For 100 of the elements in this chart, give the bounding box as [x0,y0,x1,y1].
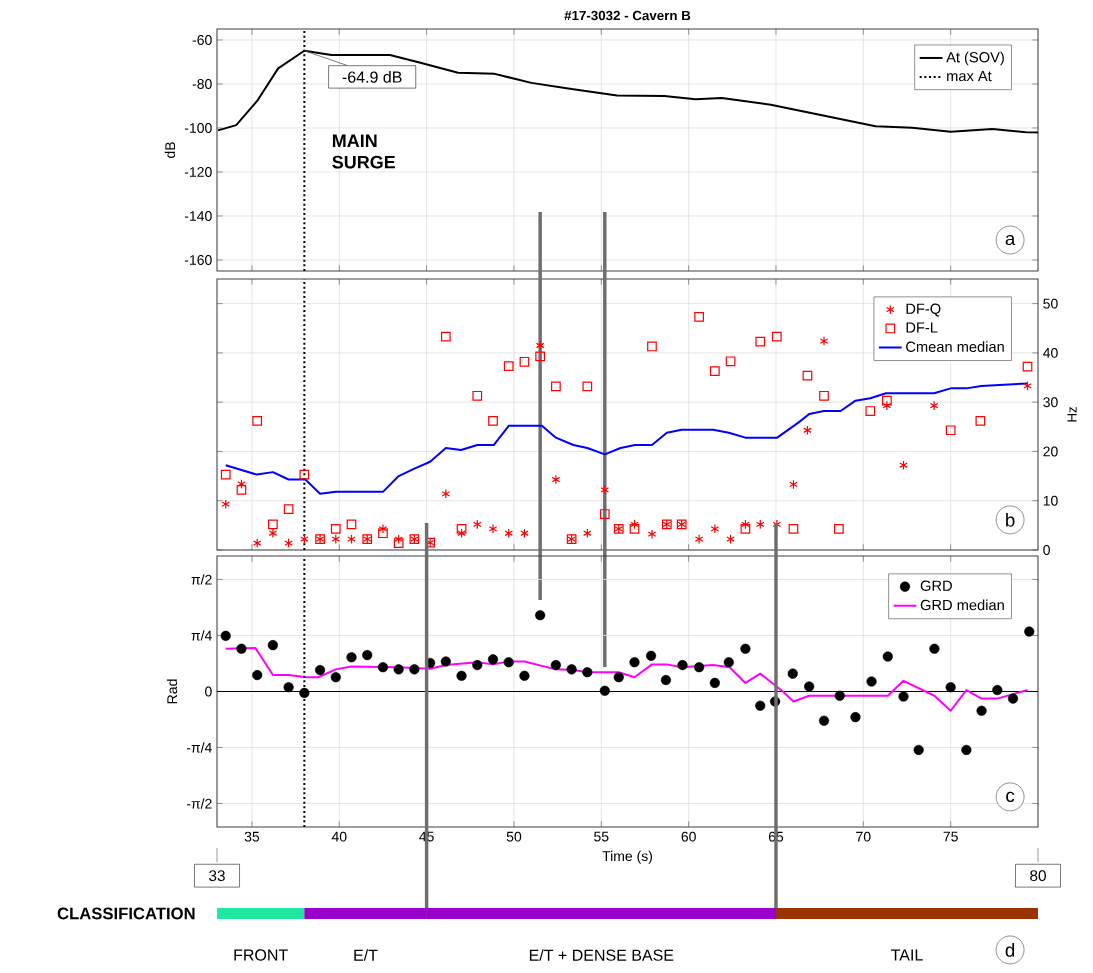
point [520,528,529,539]
annotation: b [1006,513,1015,527]
point [694,312,704,322]
point [221,499,231,510]
point [267,640,278,651]
x-tick-label: 75 [943,831,958,842]
x-tick-label: 60 [681,831,696,842]
point [550,660,561,671]
point [236,643,247,654]
point [787,668,798,679]
point [252,416,263,426]
point [629,657,640,668]
point [899,460,908,471]
y-tick-label: 0 [1043,545,1050,555]
point [503,361,514,372]
y-tick-label: -140 [184,211,212,221]
annotation: c [1006,791,1015,803]
point [1024,626,1035,637]
series-label: TAIL [891,949,923,961]
x-tick-label: 55 [594,831,609,842]
point [945,425,956,436]
point [755,519,765,530]
point [834,690,845,701]
point [865,406,876,416]
point [866,676,877,687]
point [299,469,310,480]
point [709,677,720,688]
point [755,336,766,347]
y-axis-title: Hz [1067,407,1077,422]
point [440,331,451,342]
y-tick-label: -π/2 [186,798,212,809]
point [220,469,231,480]
point [992,684,1003,696]
point [1007,693,1019,704]
x-tick-label: 50 [506,831,522,842]
point [519,356,530,367]
legend-label: max At [947,70,992,82]
point [378,528,388,539]
x-tick-label: 40 [331,831,347,842]
y-tick-label: CLASSIFICATION [57,907,195,920]
point [677,660,688,671]
point [725,356,736,367]
point [346,519,357,530]
point [803,425,812,436]
point [299,687,310,698]
point [740,523,751,534]
point [283,682,294,693]
point [535,610,546,621]
point [330,672,341,683]
point [599,685,610,696]
series-label: E/T + DENSE BASE [529,949,674,961]
x-tick-label: 35 [244,831,260,842]
point [629,523,640,534]
y-tick-label: -π/4 [186,742,212,753]
point [600,485,610,495]
point [300,534,309,544]
point [599,509,610,519]
point [898,691,909,702]
point [1023,381,1032,391]
point [913,744,924,756]
point [647,529,657,540]
y-tick-label: 30 [1043,397,1058,408]
point [613,672,624,683]
point [804,681,815,692]
legend-label: GRD [920,580,952,591]
point [818,715,830,726]
point [726,534,735,544]
point [789,479,798,490]
point [882,651,893,662]
point [393,538,404,548]
point [236,485,247,495]
y-tick-label: -160 [184,255,212,265]
bar [775,907,1038,919]
point [772,519,782,530]
point [551,474,561,485]
legend-label: DF-L [906,322,938,333]
point [394,534,403,544]
point [252,670,263,681]
point [472,519,482,530]
y-tick-label: 40 [1043,347,1058,358]
point [694,534,704,544]
point [378,523,388,534]
point [441,488,451,499]
y-tick-label: 0 [205,686,212,697]
chart-title: #17-3032 - Cavern B [564,10,691,21]
y-tick-label: -120 [184,167,212,177]
point [503,657,514,668]
y-tick-label: -60 [192,35,212,45]
annotation: -64.9 dB [342,71,402,83]
legend-label: At (SOV) [946,51,1004,66]
legend-label: GRD median [920,599,1004,611]
point [488,416,498,426]
x-tick-label: 33 [209,870,225,882]
y-tick-label: π/2 [191,574,212,585]
point [660,675,672,686]
y-axis-title: Rad [166,679,178,704]
point [362,650,373,661]
point [347,534,356,544]
point [740,643,751,654]
y-tick-label: -100 [184,123,212,133]
